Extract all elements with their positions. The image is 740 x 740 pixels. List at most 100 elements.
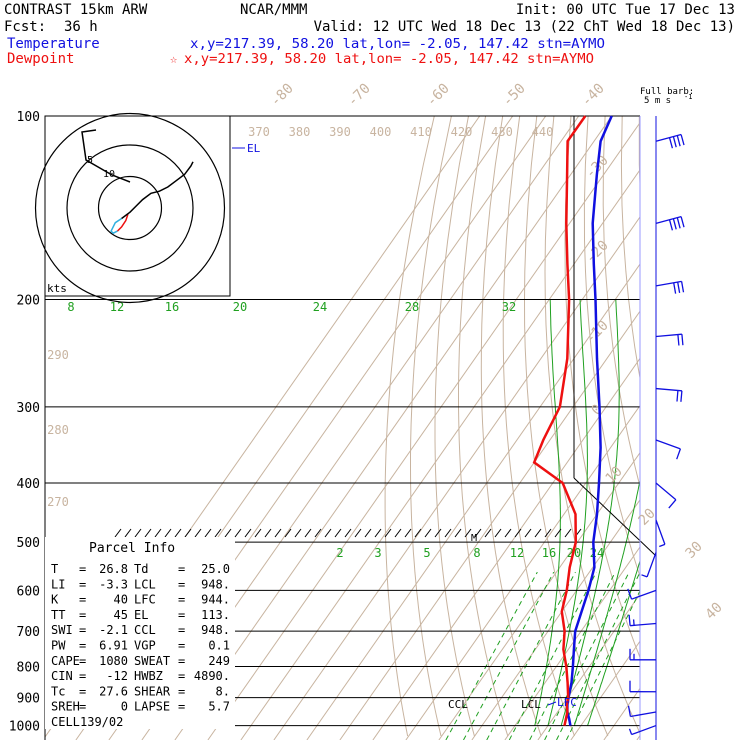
hatch-mark <box>374 528 382 538</box>
theta-label: 280 <box>47 423 69 437</box>
parcel-param-name: CCL <box>134 623 156 637</box>
mixing-ratio-line <box>544 571 630 740</box>
theta-label: 270 <box>47 495 69 509</box>
producer-name: NCAR/MMM <box>240 2 307 18</box>
dry-adiabat-line <box>564 116 640 659</box>
pressure-tick-label: 400 <box>17 477 40 492</box>
dry-adiabat-line <box>384 116 435 737</box>
dry-adiabat-line <box>620 116 640 381</box>
parcel-param-value: 948. <box>201 623 230 637</box>
isotherm-label: -50 <box>500 81 529 110</box>
parcel-param-name: SHEAR <box>134 684 171 698</box>
parcel-equals: = <box>178 562 185 576</box>
wind-barb-flag <box>659 543 666 548</box>
dry-adiabat-line <box>638 116 640 197</box>
hatch-mark <box>144 528 152 538</box>
hatch-mark <box>234 528 242 538</box>
parcel-param-name: CAPE <box>51 654 80 668</box>
hatch-mark <box>174 528 182 538</box>
hatch-mark <box>194 528 202 538</box>
isotherm-line <box>273 216 640 740</box>
hatch-mark <box>364 528 372 538</box>
parcel-equals: = <box>79 562 86 576</box>
theta-label: 430 <box>491 125 513 139</box>
hatch-mark <box>384 528 392 538</box>
wind-barb-flag <box>641 574 648 578</box>
parcel-param-value: 40 <box>114 593 128 607</box>
isotherm-line <box>405 404 640 740</box>
dry-adiabat-line <box>502 116 575 737</box>
parcel-equals: = <box>79 700 86 714</box>
wind-barb-flag <box>628 728 633 735</box>
hodograph-ring <box>97 175 163 241</box>
mixing-ratio-label: 2 <box>336 546 343 560</box>
parcel-param-name: TT <box>51 608 65 622</box>
parcel-param-name: LFC <box>134 593 156 607</box>
parcel-equals: = <box>178 684 185 698</box>
parcel-param-name: CELL <box>51 715 80 729</box>
hatch-mark <box>494 528 502 538</box>
moist-adiabat-label: 24 <box>313 300 327 314</box>
parcel-equals: = <box>178 669 185 683</box>
wind-barb-flag <box>681 334 684 346</box>
hatch-mark <box>434 528 442 538</box>
init-time: Init: 00 UTC Tue 17 Dec 13 <box>516 2 735 18</box>
wind-barb-flag <box>627 705 632 717</box>
mixing-ratio-label: 3 <box>374 546 381 560</box>
parcel-param-name: HWBZ <box>134 669 163 683</box>
hatch-mark <box>154 528 162 538</box>
parcel-param-value: 0.1 <box>208 639 230 653</box>
hatch-mark <box>244 528 252 538</box>
parcel-param-name: SWEAT <box>134 654 170 668</box>
hatch-mark <box>294 528 302 538</box>
wind-barb <box>631 724 657 736</box>
mixing-ratio-label: 5 <box>423 546 430 560</box>
hatch-mark <box>514 528 522 538</box>
parcel-equals: = <box>79 577 86 591</box>
parcel-param-value: 8. <box>216 684 230 698</box>
parcel-equals: = <box>178 593 185 607</box>
hatch-mark <box>394 528 402 538</box>
hodograph-low-segment <box>116 214 129 232</box>
isotherm-label: -60 <box>424 81 453 110</box>
hatch-mark <box>354 528 362 538</box>
theta-label: 420 <box>451 125 473 139</box>
wind-barb-flag <box>627 588 633 600</box>
moist-adiabat-label: 32 <box>502 300 516 314</box>
isotherm-label: -40 <box>579 81 608 110</box>
hatch-mark <box>404 528 412 538</box>
dry-adiabat-line <box>583 116 640 578</box>
dry-adiabat-line <box>458 116 509 737</box>
theta-label: 290 <box>47 348 69 362</box>
wind-barb-flag <box>668 499 677 509</box>
wind-barb-flag <box>680 134 685 146</box>
wind-barb-flag <box>677 334 680 346</box>
wind-barb-flag <box>628 614 631 626</box>
parcel-info-panel <box>45 537 235 729</box>
theta-label: 370 <box>248 125 270 139</box>
temperature-legend: Temperature <box>7 36 100 52</box>
model-name: CONTRAST 15km ARW <box>4 2 148 18</box>
mixing-ratio-line <box>445 571 538 740</box>
hodograph-ring <box>34 112 226 304</box>
temperature-location-info: x,y=217.39, 58.20 lat,lon= -2.05, 147.42… <box>190 37 605 52</box>
hatch-mark <box>304 528 312 538</box>
parcel-equals: = <box>79 669 86 683</box>
moist-adiabat-label: 28 <box>405 300 419 314</box>
parcel-equals: = <box>178 623 185 637</box>
parcel-equals: = <box>79 684 86 698</box>
wind-barb-flag <box>668 219 674 231</box>
mixing-ratio-line <box>486 571 576 740</box>
barb-legend-speed: 5 m s <box>644 96 671 106</box>
hodograph-ring <box>66 144 194 272</box>
wind-barb-flag <box>676 135 681 147</box>
moist-adiabat-label: 16 <box>165 300 179 314</box>
pressure-tick-label: 900 <box>17 692 40 707</box>
hatch-mark <box>464 528 472 538</box>
hatch-mark <box>184 528 192 538</box>
parcel-param-value: 4890. <box>194 669 230 683</box>
barb-legend-title: Full barb: <box>640 87 694 97</box>
hodograph-mid-segment <box>110 217 123 235</box>
hodograph-ring-label: 5 <box>87 155 93 166</box>
barb-legend-exponent: -1 <box>684 93 692 101</box>
